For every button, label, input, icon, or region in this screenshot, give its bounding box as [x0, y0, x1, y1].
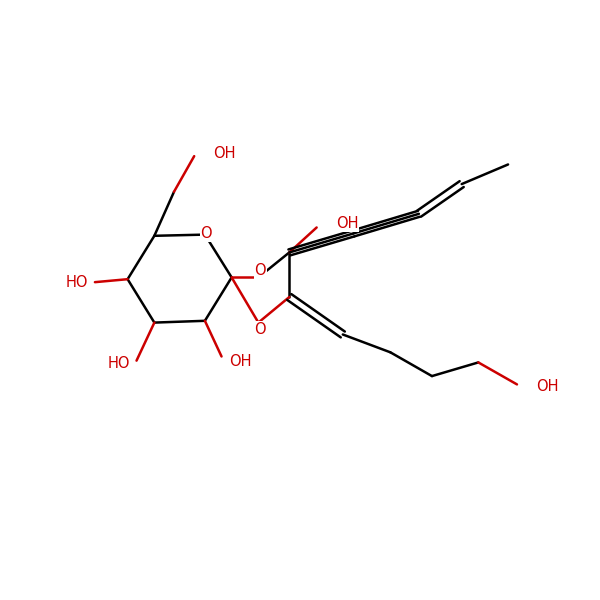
Text: OH: OH: [213, 146, 236, 161]
Text: O: O: [254, 263, 266, 278]
Text: HO: HO: [65, 275, 88, 290]
Text: OH: OH: [229, 354, 251, 369]
Text: HO: HO: [108, 356, 131, 371]
Text: OH: OH: [335, 217, 358, 232]
Text: O: O: [254, 322, 266, 337]
Text: O: O: [200, 226, 212, 241]
Text: OH: OH: [536, 379, 559, 394]
